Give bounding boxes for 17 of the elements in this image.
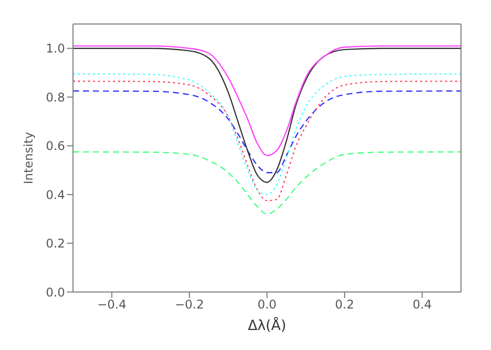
y-tick-label: 1.0 [46,42,65,56]
x-tick-label: 0.2 [335,298,354,312]
line-series [73,151,461,215]
y-axis-title: Intensity [21,132,36,184]
line-series [73,48,461,183]
y-tick-label: 0.6 [46,139,65,154]
x-tick-label: −0.4 [97,298,126,312]
x-axis-title: Δλ(Å) [248,317,286,334]
y-tick-label: 0.0 [46,285,65,300]
y-tick-label: 0.4 [46,188,65,202]
y-tick-label: 0.2 [46,236,65,251]
x-tick-label: 0.0 [257,298,277,312]
line-series [73,45,461,156]
line-series [73,90,461,174]
x-tick-label: −0.2 [174,298,204,312]
y-tick-label: 0.8 [46,90,65,104]
x-tick-label: 0.4 [412,298,432,312]
